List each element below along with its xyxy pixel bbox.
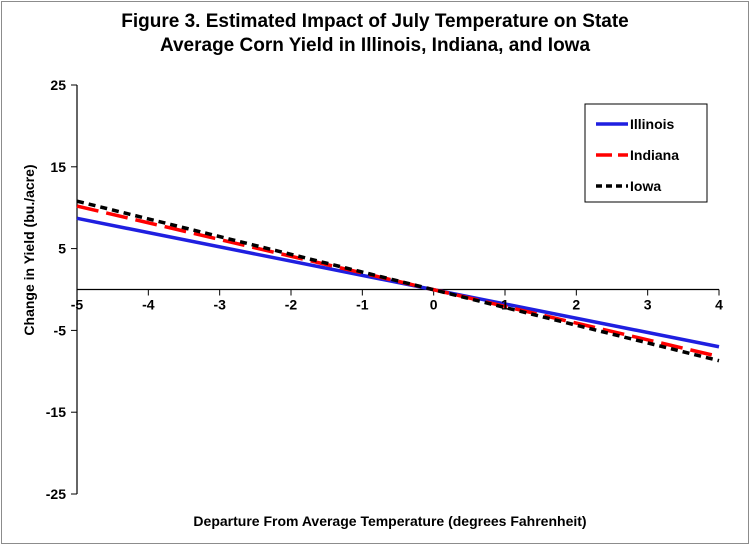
- series-line-iowa: [76, 199, 720, 363]
- y-axis-title: Change in Yield (bu./acre): [21, 164, 37, 335]
- legend-label-illinois: Illinois: [630, 116, 675, 132]
- y-tick-label: 5: [58, 241, 66, 257]
- chart-title-line-1: Figure 3. Estimated Impact of July Tempe…: [121, 11, 629, 32]
- legend-label-iowa: Iowa: [630, 178, 661, 194]
- series-line-illinois: [76, 216, 720, 349]
- x-tick-label: 4: [715, 297, 723, 313]
- x-tick-label: 2: [572, 297, 580, 313]
- x-tick-label: -3: [213, 297, 226, 313]
- chart-title: Figure 3. Estimated Impact of July Tempe…: [0, 10, 750, 58]
- x-tick-label: -1: [356, 297, 369, 313]
- y-tick-label: 15: [50, 159, 66, 175]
- x-tick-label: -5: [71, 297, 84, 313]
- legend-label-indiana: Indiana: [630, 147, 679, 163]
- x-tick-label: 0: [430, 297, 438, 313]
- legend: Illinois Indiana Iowa: [584, 103, 708, 203]
- x-tick-label: 1: [501, 297, 509, 313]
- series-line-indiana: [76, 204, 720, 359]
- x-axis-title: Departure From Average Temperature (degr…: [193, 513, 586, 529]
- y-tick-label: -15: [46, 404, 66, 420]
- chart-title-line-2: Average Corn Yield in Illinois, Indiana,…: [159, 35, 591, 56]
- x-tick-label: -4: [142, 297, 155, 313]
- y-tick-label: -25: [46, 486, 66, 502]
- x-tick-label: -2: [285, 297, 298, 313]
- x-tick-label: 3: [644, 297, 652, 313]
- tick-layer: 25 15 5 -5 -15 -25 -5 -4 -3 -2 -1 0 1 2 3 4: [46, 77, 723, 502]
- axes: [71, 84, 720, 495]
- series-layer: [76, 199, 720, 363]
- y-tick-label: -5: [54, 322, 67, 338]
- legend-box: [584, 103, 708, 203]
- y-tick-label: 25: [50, 77, 66, 93]
